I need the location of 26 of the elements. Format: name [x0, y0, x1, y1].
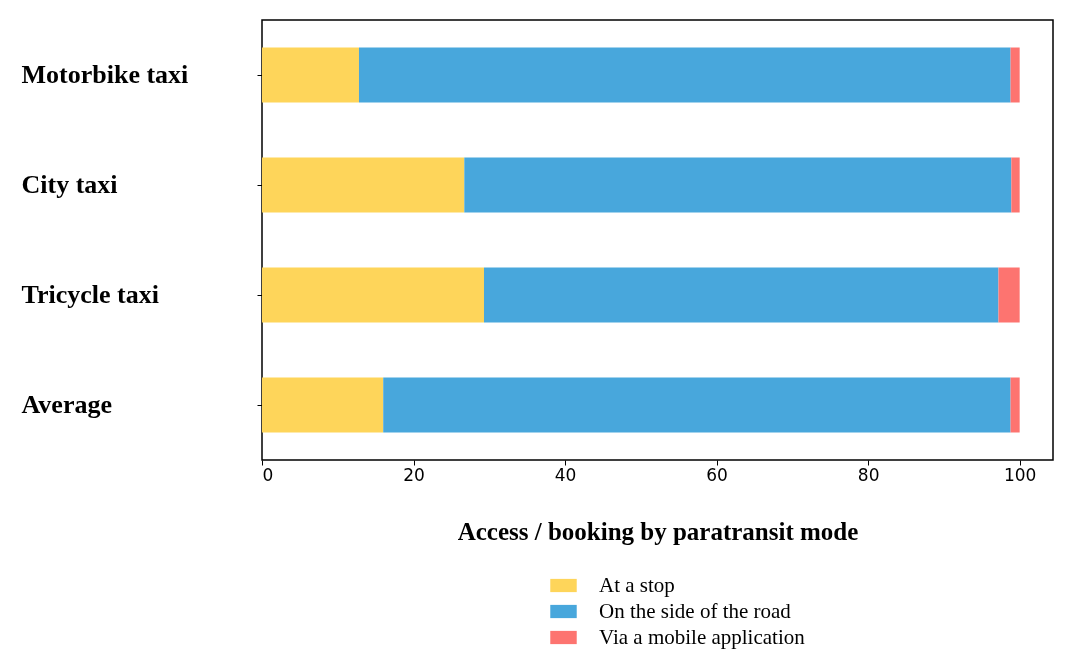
bar [262, 157, 465, 213]
bar [1011, 157, 1020, 213]
bar [358, 47, 1011, 103]
bar [383, 377, 1011, 433]
x-tick-label: 100 [1003, 464, 1037, 485]
bar [262, 377, 384, 433]
y-tick-label: Tricycle taxi [21, 280, 159, 309]
y-tick-label: Motorbike taxi [21, 60, 189, 89]
bar [262, 267, 484, 323]
legend-label: At a stop [599, 572, 675, 597]
bar [1010, 47, 1020, 103]
x-tick-label: 40 [554, 464, 577, 485]
x-tick-label: 80 [857, 464, 880, 485]
bar [464, 157, 1012, 213]
bar [998, 267, 1020, 323]
bar [1010, 377, 1020, 433]
legend-label: Via a mobile application [599, 624, 806, 649]
x-tick-label: 60 [706, 464, 728, 485]
x-tick-label: 20 [403, 464, 425, 485]
x-tick-label: 0 [262, 464, 274, 485]
bar [262, 47, 359, 103]
y-tick-label: Average [21, 390, 112, 419]
legend-label: On the side of the road [599, 598, 792, 623]
x-axis-title: Access / booking by paratransit mode [457, 517, 859, 545]
y-tick-label: City taxi [21, 170, 118, 199]
bar [484, 267, 999, 323]
